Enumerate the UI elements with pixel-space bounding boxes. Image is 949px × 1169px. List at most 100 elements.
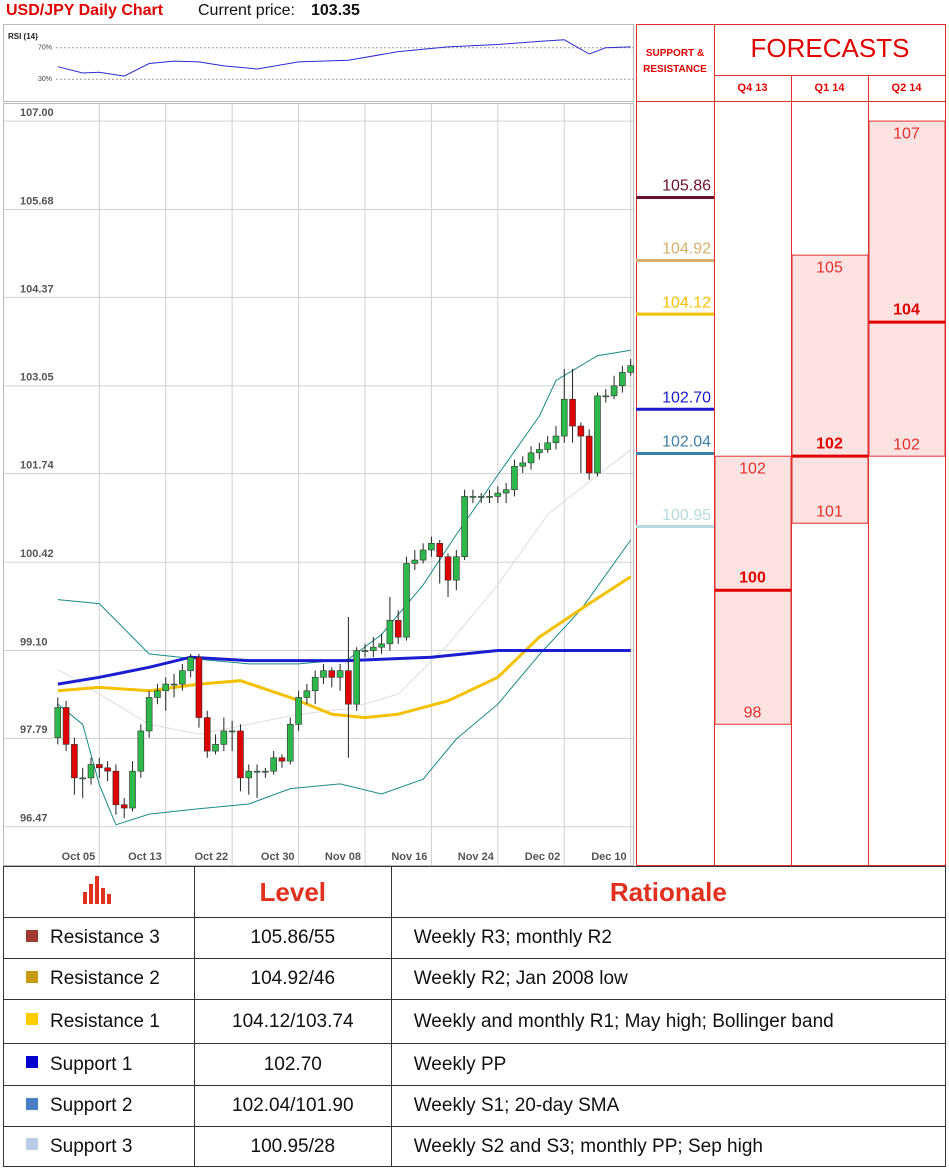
x-tick-label: Dec 10 bbox=[591, 851, 626, 863]
x-tick-label: Nov 08 bbox=[325, 851, 361, 863]
candle-body bbox=[278, 757, 286, 762]
candle-body bbox=[436, 543, 444, 558]
candle-body bbox=[519, 462, 527, 467]
forecast-range bbox=[791, 254, 869, 524]
rationale: Weekly R2; Jan 2008 low bbox=[390, 958, 947, 1000]
candle-body bbox=[187, 656, 194, 671]
level-label: 102.70 bbox=[662, 389, 711, 406]
candle-body bbox=[511, 465, 518, 490]
level-name-cell: Resistance 1 bbox=[3, 999, 195, 1044]
candle-body bbox=[453, 556, 460, 581]
level-name-cell: Support 1 bbox=[3, 1043, 195, 1086]
bar-icon bbox=[82, 875, 111, 904]
x-tick-label: Dec 02 bbox=[525, 851, 560, 863]
moving-average bbox=[57, 575, 632, 720]
table-row: Support 1 102.70 Weekly PP bbox=[3, 1043, 947, 1086]
candle-body bbox=[419, 549, 427, 561]
y-tick-label: 70% bbox=[38, 45, 52, 52]
candle-body bbox=[369, 646, 377, 651]
candle-body bbox=[502, 489, 510, 494]
candle-body bbox=[461, 496, 468, 558]
level-name: Support 3 bbox=[50, 1135, 133, 1157]
levels-title: SUPPORT & RESISTANCE bbox=[643, 48, 707, 75]
x-tick-label: Oct 30 bbox=[261, 851, 295, 863]
forecast-range bbox=[868, 120, 946, 457]
candle-body bbox=[552, 435, 560, 444]
candle-body bbox=[104, 767, 111, 772]
level-label: 100.95 bbox=[662, 507, 711, 524]
candle-body bbox=[494, 492, 502, 497]
color-swatch bbox=[26, 929, 38, 942]
level-value: 104.92/46 bbox=[193, 958, 392, 1000]
candle-body bbox=[353, 650, 360, 705]
level-value: 105.86/55 bbox=[193, 917, 392, 959]
rationale: Weekly and monthly R1; May high; Bolling… bbox=[390, 999, 947, 1044]
x-tick-label: Nov 16 bbox=[391, 851, 427, 863]
color-swatch bbox=[26, 970, 38, 983]
bollinger-band bbox=[57, 349, 631, 665]
forecast-title: FORECASTS bbox=[751, 33, 910, 63]
forecast-mid-label: 102 bbox=[816, 435, 843, 452]
forecast-high: 105 bbox=[816, 259, 843, 276]
candle-body bbox=[569, 398, 576, 427]
level-name-cell: Support 2 bbox=[3, 1085, 195, 1127]
header-cell: Rationale bbox=[390, 866, 947, 918]
candle-body bbox=[560, 398, 568, 437]
y-tick-label: 30% bbox=[38, 76, 52, 83]
candle-body bbox=[154, 690, 161, 698]
candle-body bbox=[170, 683, 178, 686]
forecast-low: 101 bbox=[816, 503, 843, 520]
level-name: Resistance 3 bbox=[50, 927, 160, 948]
candle-body bbox=[96, 764, 103, 769]
level-value: 100.95/28 bbox=[193, 1126, 392, 1167]
rsi-label: RSI (14) bbox=[8, 32, 38, 41]
y-tick-label: 104.37 bbox=[20, 283, 54, 295]
level-value: 102.70 bbox=[193, 1043, 392, 1086]
candle-body bbox=[245, 770, 253, 779]
candle-body bbox=[345, 670, 352, 705]
forecast-high: 107 bbox=[893, 125, 920, 142]
candle-body bbox=[378, 643, 385, 648]
rationale: Weekly S1; 20-day SMA bbox=[390, 1085, 947, 1127]
candle-body bbox=[544, 442, 551, 450]
candle-body bbox=[79, 777, 87, 780]
table-row: Resistance 1 104.12/103.74 Weekly and mont… bbox=[3, 999, 947, 1044]
color-swatch bbox=[26, 1097, 38, 1110]
candle-body bbox=[411, 559, 419, 564]
x-tick-label: Nov 24 bbox=[458, 851, 495, 863]
candle-body bbox=[212, 744, 219, 752]
candle-body bbox=[286, 723, 294, 762]
rsi-frame bbox=[3, 24, 634, 102]
rationale: Weekly S2 and S3; monthly PP; Sep high bbox=[390, 1126, 947, 1167]
candle-body bbox=[328, 670, 336, 678]
period-label: Q1 14 bbox=[815, 82, 846, 94]
candle-body bbox=[120, 804, 128, 809]
candle-body bbox=[585, 435, 593, 474]
candle-body bbox=[469, 496, 477, 498]
level-name: Support 1 bbox=[50, 1053, 133, 1075]
candle-body bbox=[428, 543, 435, 551]
candle-body bbox=[71, 744, 78, 779]
candle-body bbox=[137, 730, 145, 772]
y-tick-label: 96.47 bbox=[20, 813, 48, 825]
candle-body bbox=[54, 707, 62, 738]
level-name-cell: Support 3 bbox=[3, 1126, 195, 1167]
color-swatch bbox=[26, 1138, 38, 1151]
level-name: Resistance 2 bbox=[50, 968, 160, 989]
price-frame bbox=[3, 103, 634, 866]
candle-body bbox=[527, 452, 535, 464]
candle-body bbox=[486, 496, 493, 498]
level-value: 102.04/101.90 bbox=[193, 1085, 392, 1127]
candle-body bbox=[145, 697, 153, 732]
candle-body bbox=[112, 770, 120, 805]
candle-body bbox=[87, 764, 95, 779]
y-tick-label: 105.68 bbox=[20, 195, 54, 207]
x-tick-label: Oct 13 bbox=[128, 851, 162, 863]
level-value: 104.12/103.74 bbox=[193, 999, 392, 1044]
candle-body bbox=[444, 556, 452, 581]
forecast-high: 102 bbox=[739, 460, 766, 477]
table-row: Support 3 100.95/28 Weekly S2 and S3; mont… bbox=[3, 1126, 947, 1167]
table-row: Support 2 102.04/101.90 Weekly S1; 20-day … bbox=[3, 1085, 947, 1127]
candle-body bbox=[262, 770, 269, 773]
